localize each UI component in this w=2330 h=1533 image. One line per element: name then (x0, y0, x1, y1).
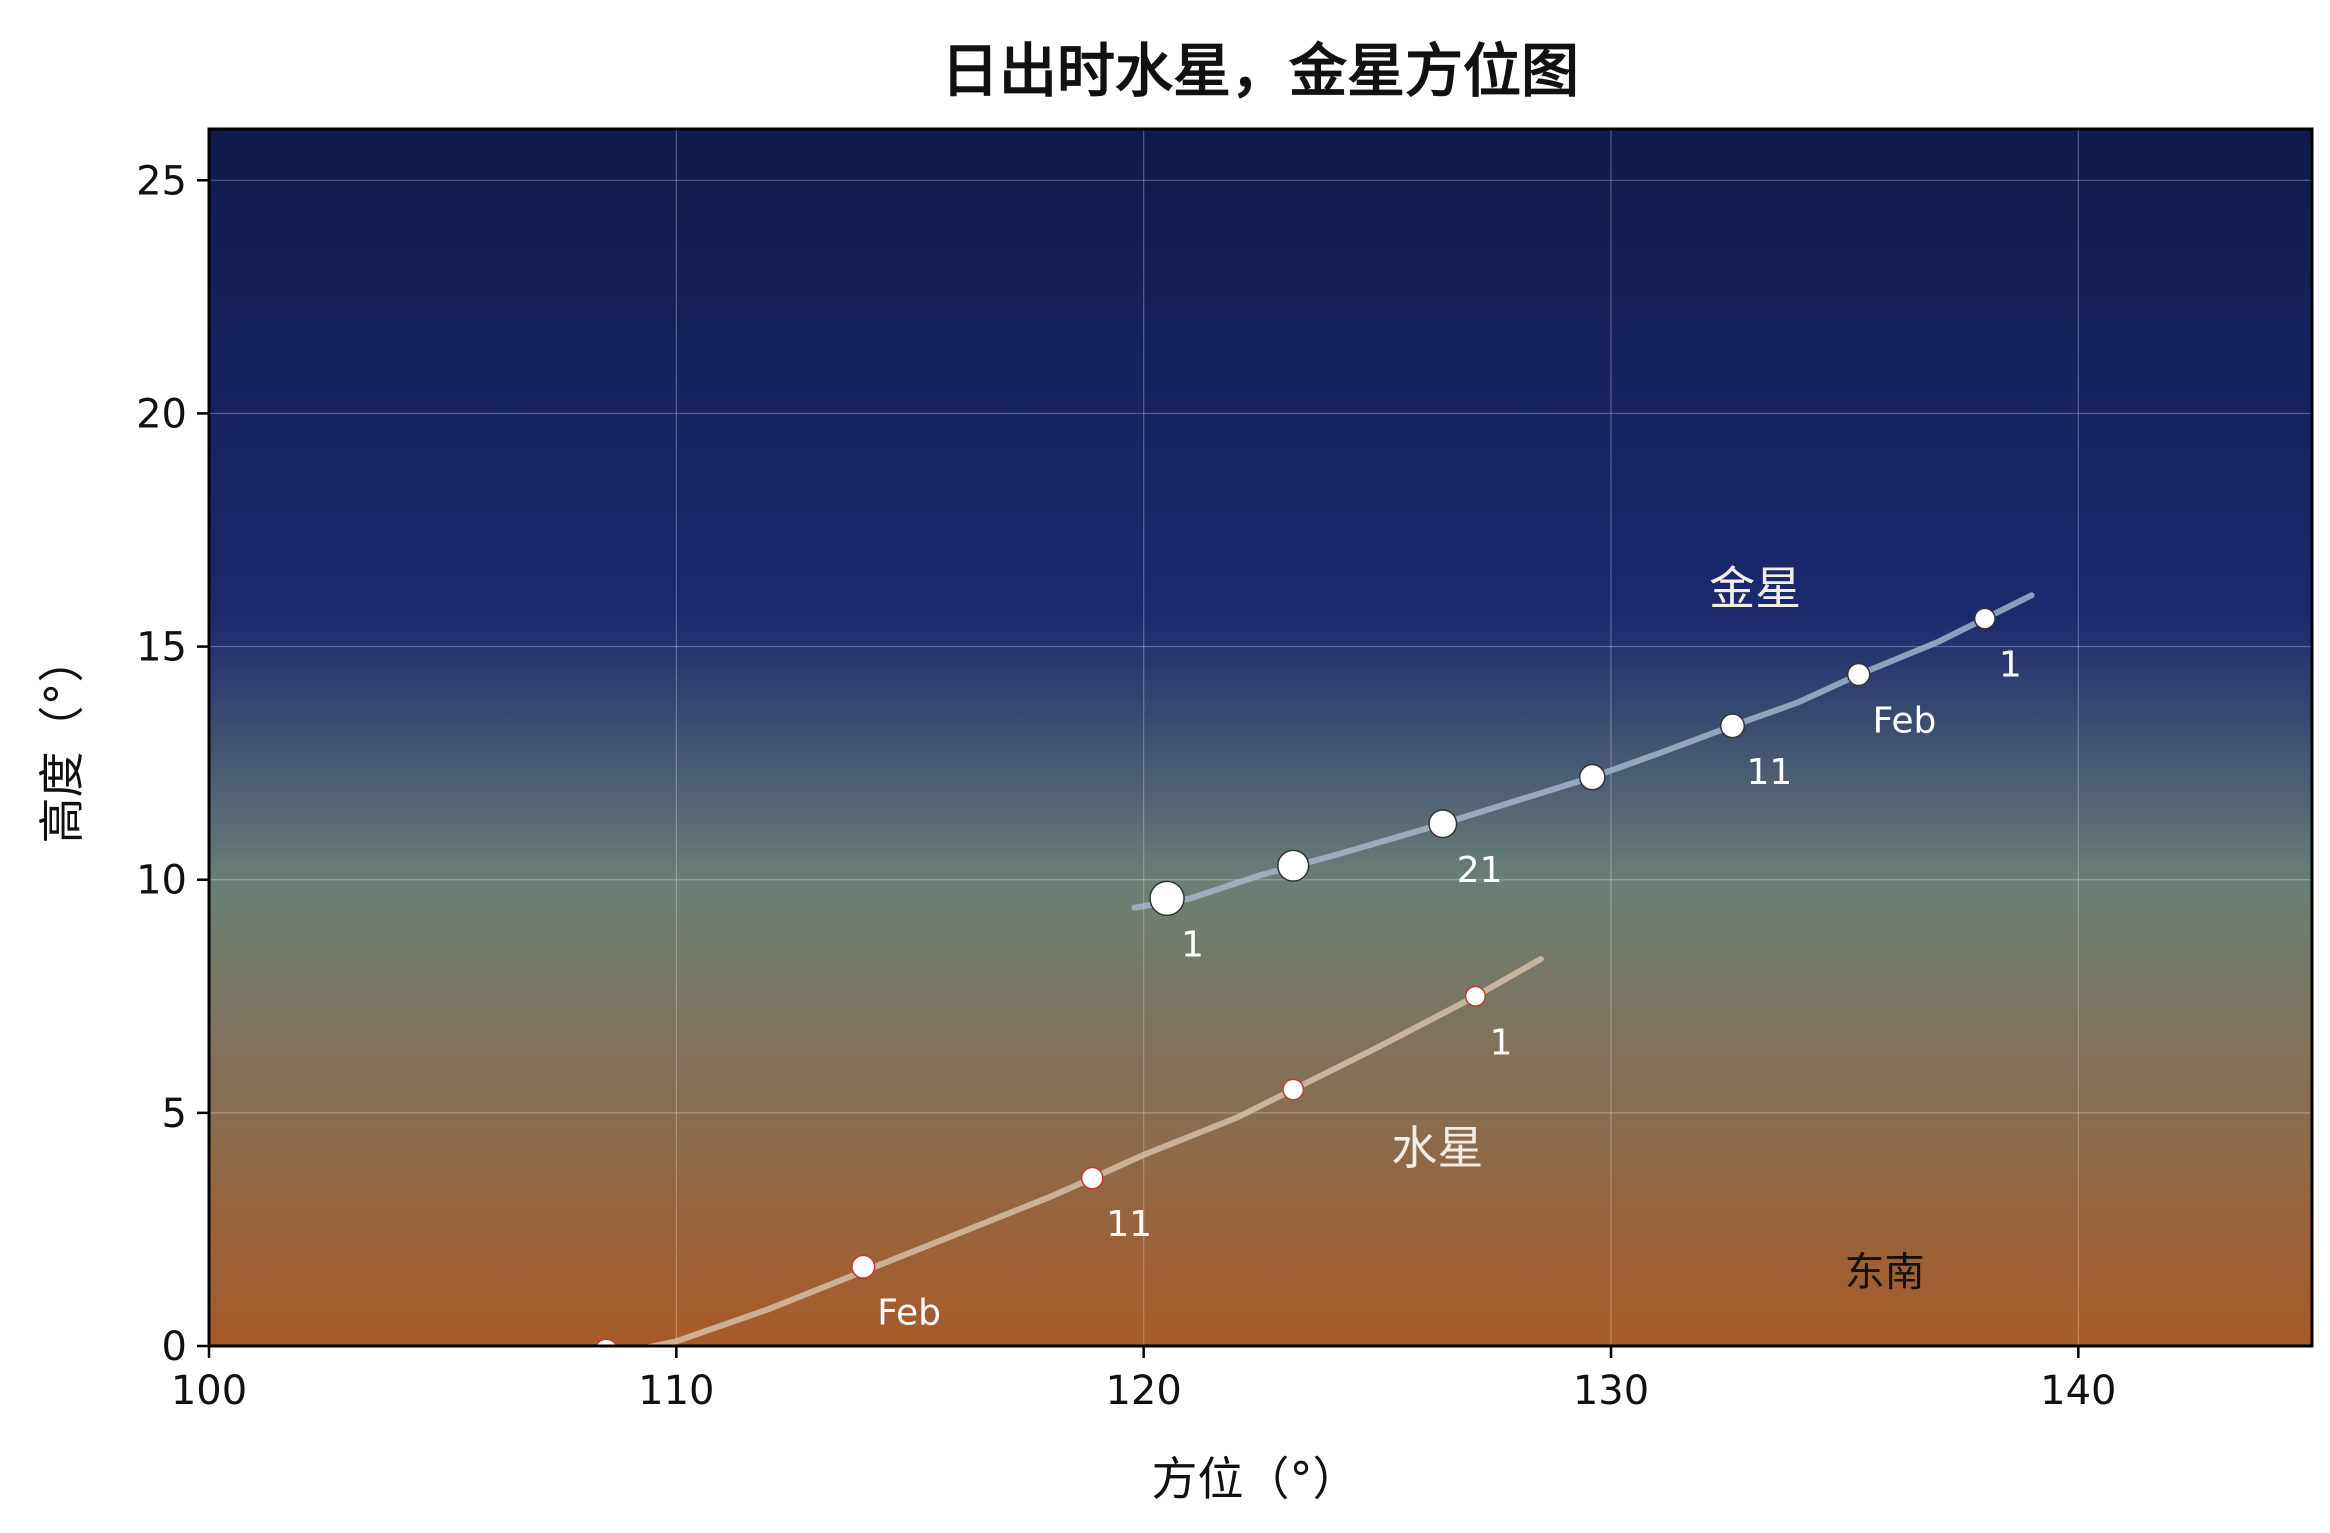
x-axis: 100 110 120 130 140 (171, 1346, 2117, 1414)
y-tick-label: 0 (162, 1324, 187, 1370)
x-tick-label: 140 (2040, 1368, 2116, 1414)
chart-title: 日出时水星，金星方位图 (941, 37, 1579, 105)
point-date-label: 1 (1489, 1022, 1512, 1063)
data-point (1578, 763, 1606, 791)
data-point (595, 1338, 618, 1346)
point-date-label: 11 (1106, 1204, 1152, 1245)
y-tick-label: 10 (136, 858, 187, 904)
series-curve-1 (1131, 592, 2035, 911)
y-tick-label: 25 (136, 158, 187, 204)
x-tick-label: 120 (1105, 1368, 1181, 1414)
data-point (1973, 607, 1996, 630)
y-tick-label: 5 (162, 1091, 187, 1137)
data-point (1277, 849, 1310, 882)
point-date-label: Feb (877, 1293, 941, 1334)
y-tick-label: 20 (136, 391, 187, 437)
x-tick-label: 110 (638, 1368, 714, 1414)
data-point (1846, 662, 1871, 687)
x-axis-title: 方位（°） (1152, 1452, 1359, 1506)
y-axis-title: 高度（°） (35, 637, 89, 844)
y-axis: 0 5 10 15 20 25 (136, 158, 209, 1370)
plot-background (209, 129, 2312, 1346)
direction-annotation: 东南 (1845, 1249, 1925, 1295)
point-date-label: 1 (1999, 645, 2022, 686)
data-point (1719, 713, 1746, 739)
data-point (1428, 809, 1458, 839)
series-name-label: 金星 (1709, 562, 1801, 616)
data-point (1282, 1078, 1305, 1101)
series-name-label: 水星 (1391, 1121, 1483, 1175)
point-date-label: 11 (1747, 752, 1793, 793)
point-date-label: 21 (1457, 850, 1503, 891)
data-point (1149, 880, 1185, 917)
x-tick-label: 100 (171, 1368, 247, 1414)
y-tick-label: 15 (136, 625, 187, 671)
data-point (1464, 985, 1487, 1007)
point-date-label: 1 (1181, 924, 1204, 965)
x-tick-label: 130 (1573, 1368, 1649, 1414)
data-point (1080, 1166, 1104, 1190)
point-date-label: Feb (1873, 701, 1937, 742)
data-point (851, 1254, 876, 1279)
plot-frame (207, 127, 2314, 1348)
